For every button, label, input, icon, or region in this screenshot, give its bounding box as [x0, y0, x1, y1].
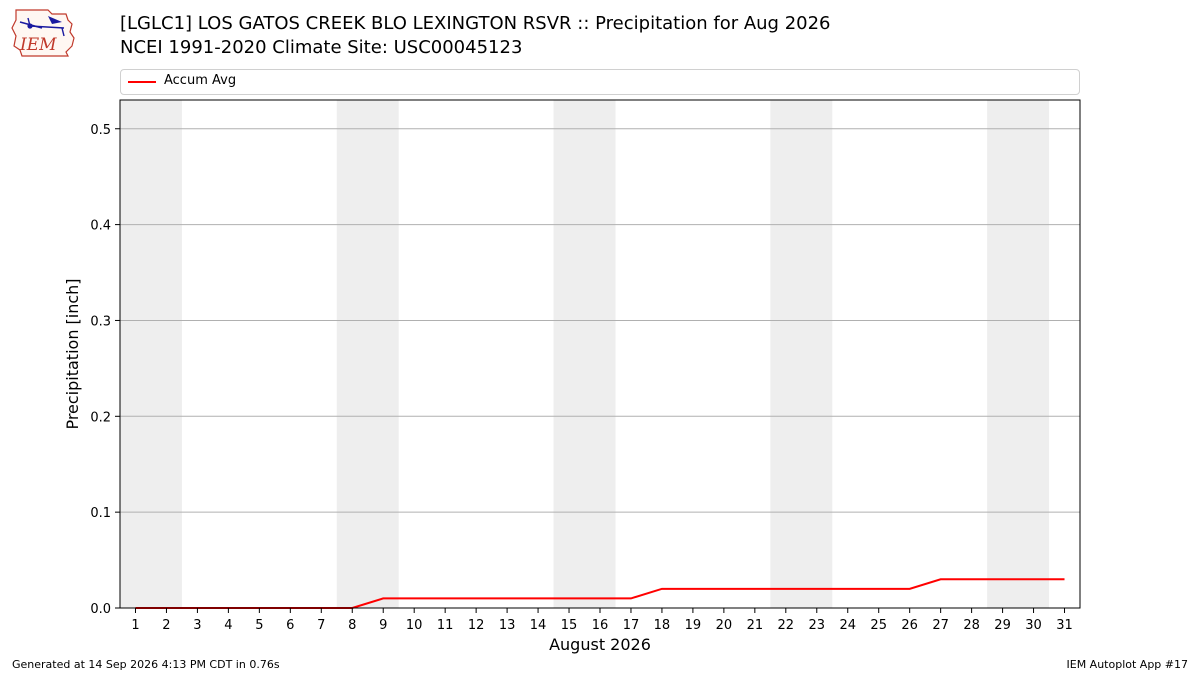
- chart-title: [LGLC1] LOS GATOS CREEK BLO LEXINGTON RS…: [120, 13, 831, 34]
- x-tick-label: 23: [809, 618, 826, 633]
- generated-timestamp: Generated at 14 Sep 2026 4:13 PM CDT in …: [12, 658, 280, 671]
- weekend-band: [336, 100, 399, 608]
- weekend-band: [987, 100, 1050, 608]
- weekend-band: [553, 100, 616, 608]
- x-tick-label: 15: [561, 618, 578, 633]
- x-tick-label: 10: [406, 618, 423, 633]
- legend-label-accum-avg: Accum Avg: [164, 73, 237, 88]
- x-tick-label: 21: [747, 618, 764, 633]
- x-tick-label: 19: [685, 618, 702, 633]
- x-tick-label: 7: [317, 618, 325, 633]
- weekend-band: [770, 100, 833, 608]
- x-tick-label: 6: [286, 618, 294, 633]
- x-tick-label: 16: [592, 618, 609, 633]
- weekend-band: [120, 100, 182, 608]
- x-tick-label: 11: [437, 618, 454, 633]
- chart-legend: Accum Avg: [120, 69, 1080, 95]
- x-tick-label: 18: [654, 618, 671, 633]
- x-tick-label: 17: [623, 618, 640, 633]
- chart-subtitle: NCEI 1991-2020 Climate Site: USC00045123: [120, 37, 523, 58]
- logo-text: IEM: [19, 35, 57, 55]
- y-tick-label: 0.4: [90, 219, 111, 234]
- x-tick-label: 29: [994, 618, 1011, 633]
- x-tick-label: 4: [224, 618, 232, 633]
- x-tick-label: 9: [379, 618, 387, 633]
- y-tick-label: 0.3: [90, 314, 111, 329]
- y-tick-label: 0.5: [90, 123, 111, 138]
- y-axis-label: Precipitation [inch]: [63, 278, 82, 429]
- x-tick-label: 30: [1025, 618, 1042, 633]
- x-tick-label: 27: [932, 618, 949, 633]
- x-tick-label: 28: [963, 618, 980, 633]
- x-axis-label: August 2026: [549, 635, 651, 654]
- y-tick-label: 0.2: [90, 410, 111, 425]
- x-tick-label: 12: [468, 618, 485, 633]
- x-tick-label: 24: [839, 618, 856, 633]
- legend-swatch-accum-avg: [128, 81, 156, 83]
- x-tick-label: 25: [870, 618, 887, 633]
- y-tick-label: 0.1: [90, 506, 111, 521]
- x-tick-label: 2: [162, 618, 170, 633]
- x-tick-label: 8: [348, 618, 356, 633]
- y-tick-label: 0.0: [90, 602, 111, 617]
- iem-logo-icon: IEM: [11, 9, 75, 57]
- x-tick-label: 1: [131, 618, 139, 633]
- x-tick-label: 31: [1056, 618, 1073, 633]
- x-tick-label: 14: [530, 618, 547, 633]
- x-tick-label: 5: [255, 618, 263, 633]
- x-tick-label: 26: [901, 618, 918, 633]
- x-tick-label: 20: [716, 618, 733, 633]
- x-tick-label: 3: [193, 618, 201, 633]
- x-tick-label: 13: [499, 618, 516, 633]
- app-credit: IEM Autoplot App #17: [1066, 658, 1189, 671]
- x-tick-label: 22: [778, 618, 795, 633]
